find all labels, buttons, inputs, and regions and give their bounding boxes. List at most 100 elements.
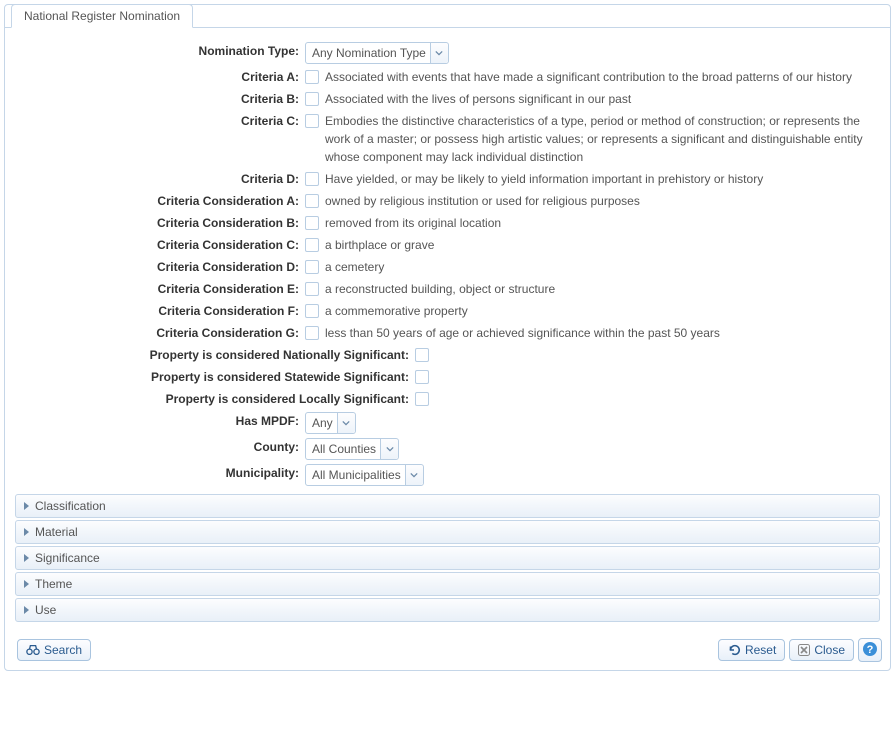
accordion-classification[interactable]: Classification (15, 494, 880, 518)
help-icon: ? (862, 641, 878, 660)
chevron-down-icon (337, 413, 355, 433)
row-municipality: Municipality: All Municipalities (15, 462, 880, 486)
row-cc-e: Criteria Consideration E: a reconstructe… (15, 278, 880, 298)
row-criteria-c: Criteria C: Embodies the distinctive cha… (15, 110, 880, 166)
text-cc-c: a birthplace or grave (325, 236, 434, 254)
search-button[interactable]: Search (17, 639, 91, 661)
chevron-down-icon (430, 43, 448, 63)
row-criteria-d: Criteria D: Have yielded, or may be like… (15, 168, 880, 188)
triangle-right-icon (24, 606, 29, 614)
row-sig-national: Property is considered Nationally Signif… (15, 344, 880, 364)
text-cc-d: a cemetery (325, 258, 384, 276)
text-cc-g: less than 50 years of age or achieved si… (325, 324, 720, 342)
checkbox-criteria-b[interactable] (305, 92, 319, 106)
label-criteria-d: Criteria D: (15, 168, 305, 188)
select-municipality[interactable]: All Municipalities (305, 464, 424, 486)
checkbox-criteria-d[interactable] (305, 172, 319, 186)
row-criteria-a: Criteria A: Associated with events that … (15, 66, 880, 86)
triangle-right-icon (24, 528, 29, 536)
label-cc-a: Criteria Consideration A: (15, 190, 305, 210)
text-criteria-c: Embodies the distinctive characteristics… (325, 112, 880, 166)
triangle-right-icon (24, 580, 29, 588)
label-has-mpdf: Has MPDF: (15, 410, 305, 430)
close-button-label: Close (814, 643, 845, 657)
chevron-down-icon (380, 439, 398, 459)
checkbox-sig-national[interactable] (415, 348, 429, 362)
select-has-mpdf[interactable]: Any (305, 412, 356, 434)
accordion-use[interactable]: Use (15, 598, 880, 622)
row-cc-c: Criteria Consideration C: a birthplace o… (15, 234, 880, 254)
label-cc-b: Criteria Consideration B: (15, 212, 305, 232)
checkbox-cc-d[interactable] (305, 260, 319, 274)
checkbox-cc-a[interactable] (305, 194, 319, 208)
text-cc-a: owned by religious institution or used f… (325, 192, 640, 210)
tab-label: National Register Nomination (24, 9, 180, 23)
accordion-label: Theme (35, 577, 72, 591)
main-panel: National Register Nomination Nomination … (4, 4, 891, 671)
select-nomination-type-value: Any Nomination Type (312, 44, 430, 62)
select-municipality-value: All Municipalities (312, 466, 405, 484)
row-nomination-type: Nomination Type: Any Nomination Type (15, 40, 880, 64)
checkbox-cc-g[interactable] (305, 326, 319, 340)
svg-text:?: ? (867, 644, 874, 656)
accordion-theme[interactable]: Theme (15, 572, 880, 596)
checkbox-cc-e[interactable] (305, 282, 319, 296)
label-sig-statewide: Property is considered Statewide Signifi… (15, 366, 415, 386)
close-button[interactable]: Close (789, 639, 854, 661)
checkbox-criteria-a[interactable] (305, 70, 319, 84)
checkbox-cc-f[interactable] (305, 304, 319, 318)
row-cc-a: Criteria Consideration A: owned by relig… (15, 190, 880, 210)
text-cc-f: a commemorative property (325, 302, 468, 320)
label-nomination-type: Nomination Type: (15, 40, 305, 60)
row-cc-g: Criteria Consideration G: less than 50 y… (15, 322, 880, 342)
help-button[interactable]: ? (858, 638, 882, 662)
row-has-mpdf: Has MPDF: Any (15, 410, 880, 434)
undo-icon (727, 643, 741, 657)
select-nomination-type[interactable]: Any Nomination Type (305, 42, 449, 64)
row-criteria-b: Criteria B: Associated with the lives of… (15, 88, 880, 108)
label-cc-d: Criteria Consideration D: (15, 256, 305, 276)
label-cc-e: Criteria Consideration E: (15, 278, 305, 298)
footer: Search Reset Close ? (5, 632, 890, 670)
chevron-down-icon (405, 465, 423, 485)
checkbox-cc-b[interactable] (305, 216, 319, 230)
label-sig-local: Property is considered Locally Significa… (15, 388, 415, 408)
label-sig-national: Property is considered Nationally Signif… (15, 344, 415, 364)
accordion-significance[interactable]: Significance (15, 546, 880, 570)
triangle-right-icon (24, 554, 29, 562)
label-cc-c: Criteria Consideration C: (15, 234, 305, 254)
select-county-value: All Counties (312, 440, 380, 458)
text-criteria-b: Associated with the lives of persons sig… (325, 90, 631, 108)
row-cc-d: Criteria Consideration D: a cemetery (15, 256, 880, 276)
select-county[interactable]: All Counties (305, 438, 399, 460)
accordion-material[interactable]: Material (15, 520, 880, 544)
checkbox-sig-statewide[interactable] (415, 370, 429, 384)
close-icon (798, 644, 810, 656)
accordion-label: Material (35, 525, 78, 539)
form-body: Nomination Type: Any Nomination Type Cri… (5, 27, 890, 632)
row-sig-statewide: Property is considered Statewide Signifi… (15, 366, 880, 386)
label-criteria-c: Criteria C: (15, 110, 305, 130)
label-criteria-a: Criteria A: (15, 66, 305, 86)
checkbox-criteria-c[interactable] (305, 114, 319, 128)
label-county: County: (15, 436, 305, 456)
reset-button[interactable]: Reset (718, 639, 785, 661)
binoculars-icon (26, 643, 40, 657)
reset-button-label: Reset (745, 643, 776, 657)
accordion-label: Classification (35, 499, 106, 513)
text-cc-e: a reconstructed building, object or stru… (325, 280, 555, 298)
text-criteria-a: Associated with events that have made a … (325, 68, 852, 86)
accordion-label: Significance (35, 551, 100, 565)
text-criteria-d: Have yielded, or may be likely to yield … (325, 170, 763, 188)
label-municipality: Municipality: (15, 462, 305, 482)
select-has-mpdf-value: Any (312, 414, 337, 432)
label-criteria-b: Criteria B: (15, 88, 305, 108)
label-cc-f: Criteria Consideration F: (15, 300, 305, 320)
tab-national-register[interactable]: National Register Nomination (11, 4, 193, 28)
checkbox-cc-c[interactable] (305, 238, 319, 252)
checkbox-sig-local[interactable] (415, 392, 429, 406)
text-cc-b: removed from its original location (325, 214, 501, 232)
label-cc-g: Criteria Consideration G: (15, 322, 305, 342)
accordion: Classification Material Significance The… (15, 494, 880, 622)
row-cc-f: Criteria Consideration F: a commemorativ… (15, 300, 880, 320)
